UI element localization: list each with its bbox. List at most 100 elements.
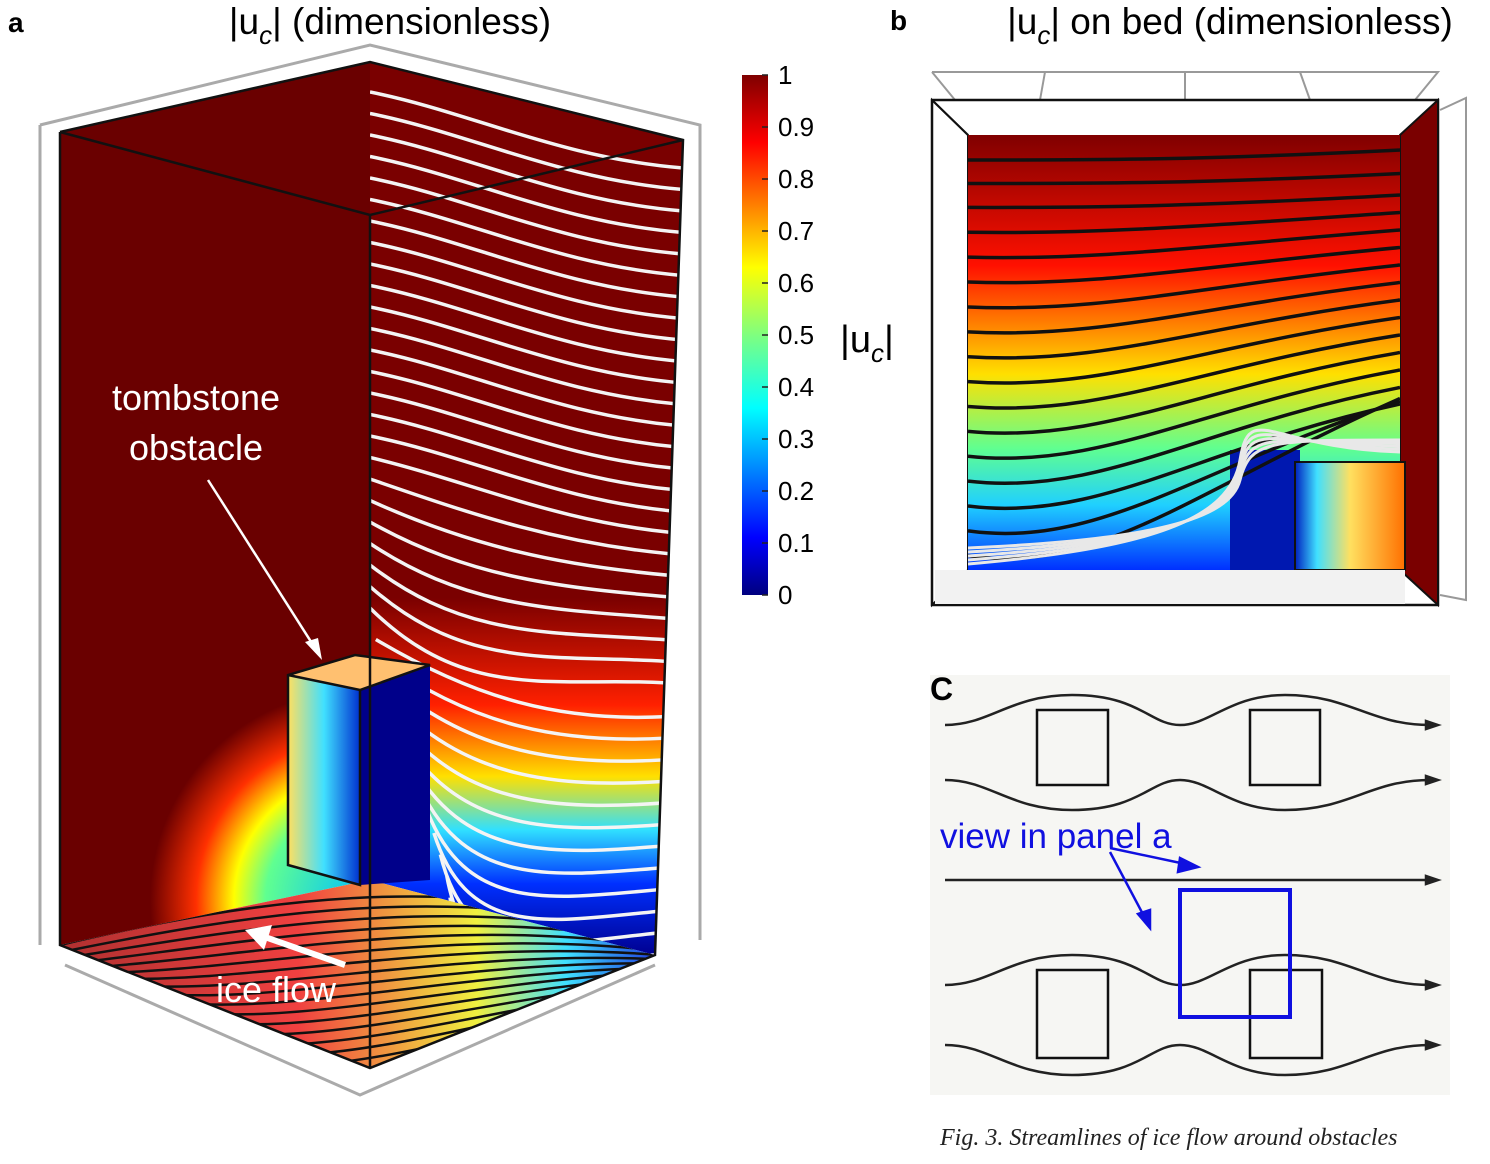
- streamline: [406, 745, 683, 830]
- title-part: | (dimensionless): [272, 1, 551, 42]
- label-sub: c: [871, 338, 884, 368]
- arrowhead: [1424, 1039, 1442, 1051]
- title-part: |u: [1007, 1, 1037, 42]
- view-box: [1178, 888, 1292, 1019]
- streamline: [370, 90, 683, 170]
- streamline: [370, 563, 683, 643]
- title-sub: c: [1037, 20, 1050, 50]
- streamline: [370, 219, 683, 299]
- flow-arrow: [261, 933, 346, 968]
- streamline: [968, 210, 1400, 235]
- streamline: [370, 520, 683, 600]
- tick-label: 0.7: [778, 216, 814, 246]
- bed-front: [935, 570, 1405, 604]
- streamline: [968, 315, 1400, 385]
- arrowhead: [245, 925, 272, 950]
- arrowhead: [1424, 719, 1442, 731]
- colorbar: |uc| 0 0.1 0.2 0.3 0.4 0.5 0.6 0.7 0.8 0.9 1: [742, 60, 894, 610]
- streamline: [370, 283, 683, 364]
- streamline: [370, 326, 683, 407]
- panel-title: |uc| (dimensionless): [229, 1, 551, 50]
- streamline: [370, 434, 683, 514]
- panel-b: b |uc| on bed (dimensionless): [890, 1, 1467, 608]
- streamline: [968, 399, 1400, 536]
- tick-label: 0.3: [778, 424, 814, 454]
- tick-label: 0.8: [778, 164, 814, 194]
- streamline: [968, 171, 1400, 186]
- streamline: [425, 810, 683, 898]
- obstacle-side: [360, 665, 430, 885]
- streamline: [968, 148, 1400, 162]
- streamline: [370, 133, 683, 213]
- annotation-arrows: [1108, 846, 1202, 932]
- panel-a: a |uc| (dimensionless) tombstone obstacl…: [8, 1, 702, 1097]
- streamline: [968, 350, 1400, 435]
- title-part: | on bed (dimensionless): [1050, 1, 1452, 42]
- annotation: ice flow: [216, 969, 337, 1010]
- axis-box: [38, 43, 702, 1097]
- streamline: [370, 305, 683, 385]
- box-edges: [58, 60, 685, 1070]
- streamline: [118, 956, 655, 988]
- streamline: [944, 693, 1431, 727]
- label-part: |u: [840, 319, 871, 361]
- streamline: [370, 348, 683, 428]
- streamline: [370, 477, 683, 557]
- streamline: [370, 391, 683, 471]
- streamline: [370, 606, 683, 686]
- streamline: [370, 369, 683, 450]
- streamline: [370, 240, 683, 321]
- streamline: [968, 402, 1400, 511]
- streamline: [968, 333, 1400, 410]
- streamline: [374, 637, 683, 720]
- arrowhead: [1424, 979, 1442, 991]
- streamline: [370, 111, 683, 192]
- streamline: [968, 298, 1400, 360]
- streamline: [370, 154, 683, 235]
- tick-label: 0.4: [778, 372, 814, 402]
- streamline: [968, 193, 1400, 210]
- streamlines: [370, 90, 683, 955]
- streamline: [413, 767, 683, 853]
- streamline: [370, 585, 683, 665]
- annotation-arrow: [206, 479, 317, 649]
- streamline: [968, 368, 1400, 461]
- obstacle-front: [288, 675, 360, 885]
- streamline: [944, 1043, 1431, 1077]
- streamline: [432, 832, 683, 922]
- annotation: tombstone: [112, 377, 280, 418]
- streamline: [370, 542, 683, 622]
- streamline: [968, 280, 1400, 335]
- streamline: [968, 428, 1400, 566]
- scan-background: [930, 675, 1450, 1095]
- tick-label: 0.5: [778, 320, 814, 350]
- panel-label: a: [8, 7, 24, 38]
- panel-title: |uc| on bed (dimensionless): [1007, 1, 1453, 50]
- tick-label: 1: [778, 60, 792, 90]
- streamline: [370, 498, 683, 579]
- panel-label: C: [930, 671, 953, 707]
- tick-label: 0.1: [778, 528, 814, 558]
- streamline: [101, 942, 655, 975]
- streamline: [370, 412, 683, 493]
- streamlines: [968, 148, 1400, 566]
- panel-label: b: [890, 5, 907, 36]
- colorbar-label: |uc|: [840, 319, 894, 368]
- streamline: [370, 197, 683, 278]
- streamline: [370, 176, 683, 256]
- frame-edge: [931, 99, 969, 136]
- streamlines: [944, 693, 1442, 1077]
- tick-label: 0.6: [778, 268, 814, 298]
- annotation: obstacle: [129, 427, 263, 468]
- title-part: |u: [229, 1, 259, 42]
- arrowhead: [305, 638, 322, 660]
- streamline: [93, 933, 655, 969]
- annotation: view in panel a: [940, 817, 1172, 856]
- streamline: [968, 385, 1400, 486]
- streamline: [370, 262, 683, 342]
- tick-label: 0.2: [778, 476, 814, 506]
- tick-label: 0: [778, 580, 792, 610]
- title-sub: c: [259, 20, 272, 50]
- panel-c: view in panel a C Fig. 3. Streamlines of…: [930, 671, 1450, 1151]
